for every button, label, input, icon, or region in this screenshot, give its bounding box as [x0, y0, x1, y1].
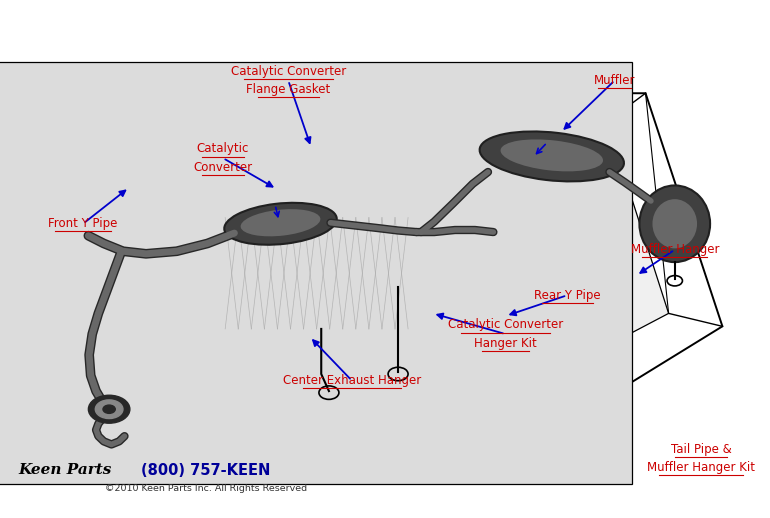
Circle shape [103, 405, 116, 413]
Text: Converter: Converter [193, 161, 253, 174]
Text: Center Exhaust Hanger: Center Exhaust Hanger [283, 374, 421, 387]
Ellipse shape [652, 199, 697, 249]
Text: Rear Y Pipe: Rear Y Pipe [534, 289, 601, 302]
Text: Flange Gasket: Flange Gasket [246, 83, 330, 96]
Ellipse shape [480, 132, 624, 181]
Text: Front Y Pipe: Front Y Pipe [49, 217, 118, 231]
Circle shape [95, 400, 123, 419]
Text: Catalytic Converter: Catalytic Converter [448, 319, 564, 332]
Text: Muffler: Muffler [594, 74, 635, 87]
Ellipse shape [241, 209, 320, 236]
Ellipse shape [224, 203, 336, 244]
FancyBboxPatch shape [0, 62, 632, 484]
Ellipse shape [639, 185, 710, 262]
Text: Muffler Hanger Kit: Muffler Hanger Kit [647, 461, 755, 474]
Ellipse shape [500, 139, 603, 171]
Text: (800) 757-KEEN: (800) 757-KEEN [141, 463, 270, 478]
Text: Muffler Hanger: Muffler Hanger [631, 243, 719, 256]
Text: ©2010 Keen Parts Inc. All Rights Reserved: ©2010 Keen Parts Inc. All Rights Reserve… [105, 484, 307, 493]
Text: Catalytic Converter: Catalytic Converter [230, 65, 346, 78]
Text: Tail Pipe &: Tail Pipe & [671, 443, 731, 456]
Circle shape [89, 395, 130, 423]
Polygon shape [119, 122, 668, 396]
Text: Keen Parts: Keen Parts [18, 463, 112, 478]
Text: Catalytic: Catalytic [196, 142, 249, 155]
Text: Hanger Kit: Hanger Kit [474, 337, 537, 350]
